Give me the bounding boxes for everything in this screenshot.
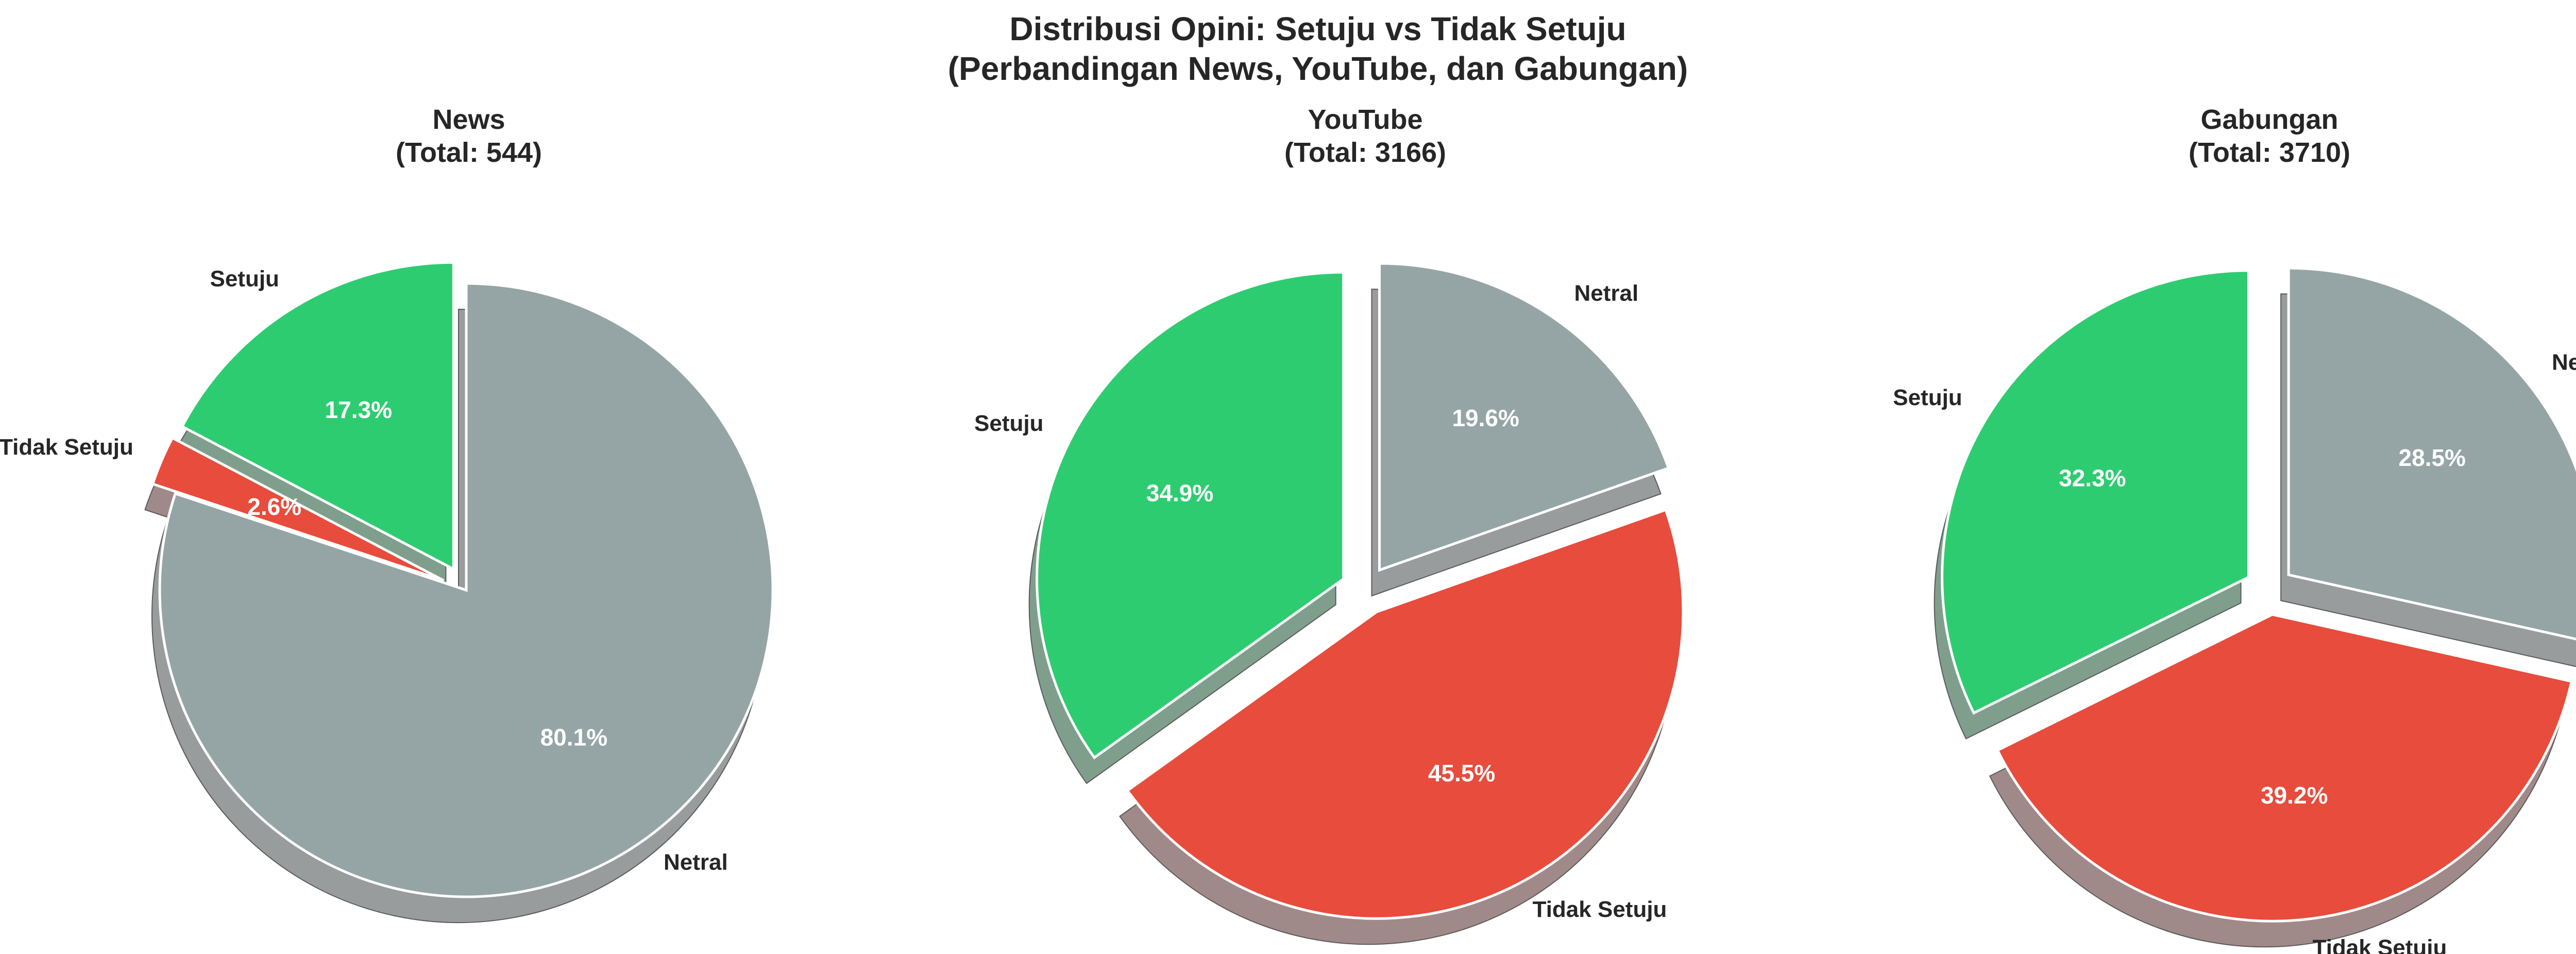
panel-total: (Total: 544) xyxy=(396,137,542,168)
panel-title: YouTube xyxy=(1308,104,1423,135)
category-label-tidak-setuju: Tidak Setuju xyxy=(1533,897,1667,922)
pie-slice-tidak-setuju xyxy=(1995,613,2573,923)
pie-slices xyxy=(1036,262,1685,920)
pct-label-tidak-setuju: 2.6% xyxy=(247,493,301,520)
pie-slice-netral xyxy=(158,282,774,898)
pie-slice-tidak-setuju xyxy=(1125,508,1685,920)
pct-label-setuju: 34.9% xyxy=(1146,479,1213,506)
category-label-setuju: Setuju xyxy=(1893,385,1962,410)
category-label-setuju: Setuju xyxy=(210,266,279,292)
pie-labels: 17.3% Setuju 2.6% Tidak Setuju 80.1% Netral xyxy=(0,266,728,875)
panel-total: (Total: 3166) xyxy=(1284,137,1446,168)
pie-panel-gabungan: Gabungan (Total: 3710) 32.3% Setuju 39.2% T… xyxy=(1893,104,2576,954)
pct-label-tidak-setuju: 39.2% xyxy=(2261,782,2328,809)
pie-panel-news: News (Total: 544) 17.3% Setuju 2.6% Tidak S… xyxy=(0,104,774,923)
figure-subtitle: (Perbandingan News, YouTube, dan Gabunga… xyxy=(948,50,1688,87)
figure-title: Distribusi Opini: Setuju vs Tidak Setuju xyxy=(1009,10,1626,47)
panel-title: News xyxy=(432,104,505,135)
category-label-netral: Netral xyxy=(1574,280,1639,306)
panel-total: (Total: 3710) xyxy=(2189,137,2350,168)
category-label-netral: Netral xyxy=(664,849,728,875)
pct-label-setuju: 17.3% xyxy=(325,396,392,423)
category-label-netral: Netral xyxy=(2552,350,2576,375)
pie-slices xyxy=(1941,266,2576,923)
category-label-tidak-setuju: Tidak Setuju xyxy=(0,434,133,460)
pie-slices xyxy=(151,261,774,898)
pie-labels: 34.9% Setuju 45.5% Tidak Setuju 19.6% Netral xyxy=(974,280,1667,922)
pct-label-setuju: 32.3% xyxy=(2059,465,2126,492)
category-label-tidak-setuju: Tidak Setuju xyxy=(2313,935,2447,954)
pct-label-netral: 19.6% xyxy=(1452,405,1519,431)
panel-title: Gabungan xyxy=(2201,104,2338,135)
pie-labels: 32.3% Setuju 39.2% Tidak Setuju 28.5% Netral xyxy=(1893,350,2576,954)
category-label-setuju: Setuju xyxy=(974,411,1043,436)
pie-slice-setuju xyxy=(1036,271,1345,760)
pie-slice-setuju xyxy=(1941,269,2250,715)
pct-label-tidak-setuju: 45.5% xyxy=(1428,760,1495,786)
pie-slice-tidak-setuju xyxy=(151,436,445,582)
pct-label-netral: 28.5% xyxy=(2399,444,2466,471)
pie-panel-youtube: YouTube (Total: 3166) 34.9% Setuju 45.5% Ti… xyxy=(974,104,1685,945)
pie-slice-netral xyxy=(1378,262,1670,572)
pie-slice-netral xyxy=(2287,266,2576,641)
pct-label-netral: 80.1% xyxy=(540,724,607,751)
pie-slice-setuju xyxy=(180,261,455,572)
